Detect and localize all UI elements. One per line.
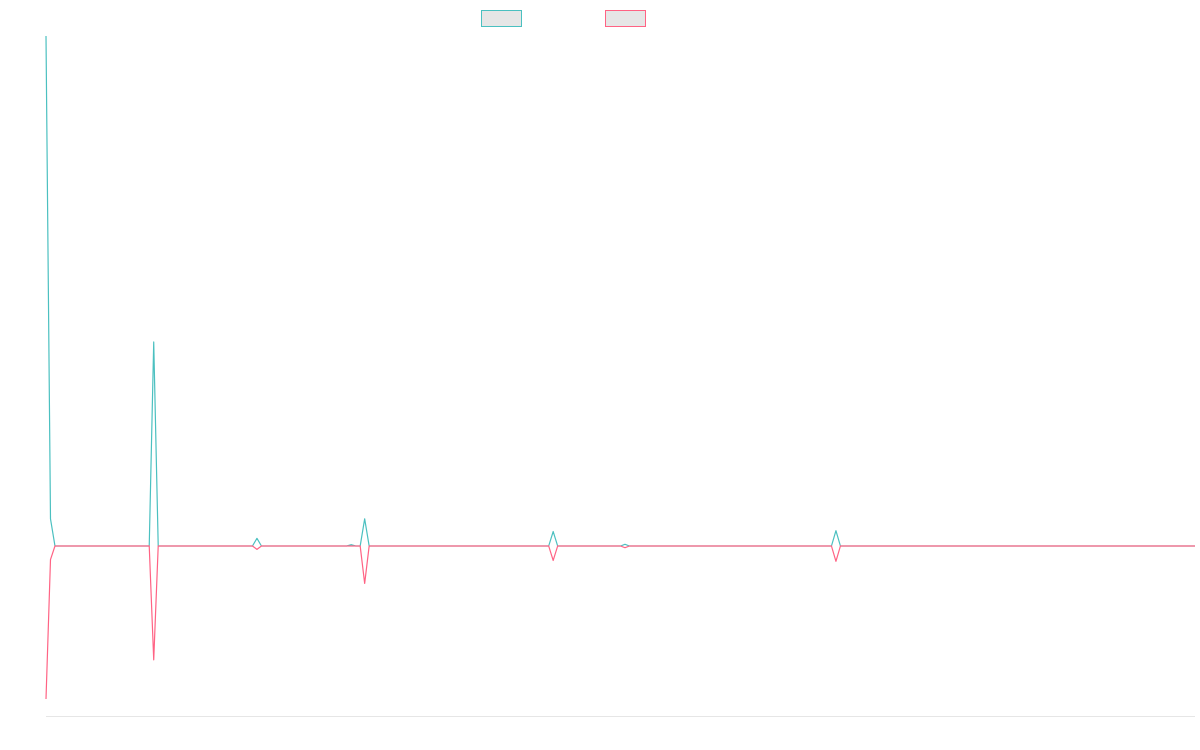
series-line-2 [45, 545, 1195, 700]
legend-item-2[interactable] [605, 10, 646, 27]
series-layer [45, 35, 1195, 700]
legend-swatch-2[interactable] [605, 10, 646, 27]
legend-item-1[interactable] [481, 10, 522, 27]
series-line-1 [45, 35, 1195, 547]
legend-swatch-1[interactable] [481, 10, 522, 27]
legend [481, 10, 646, 27]
